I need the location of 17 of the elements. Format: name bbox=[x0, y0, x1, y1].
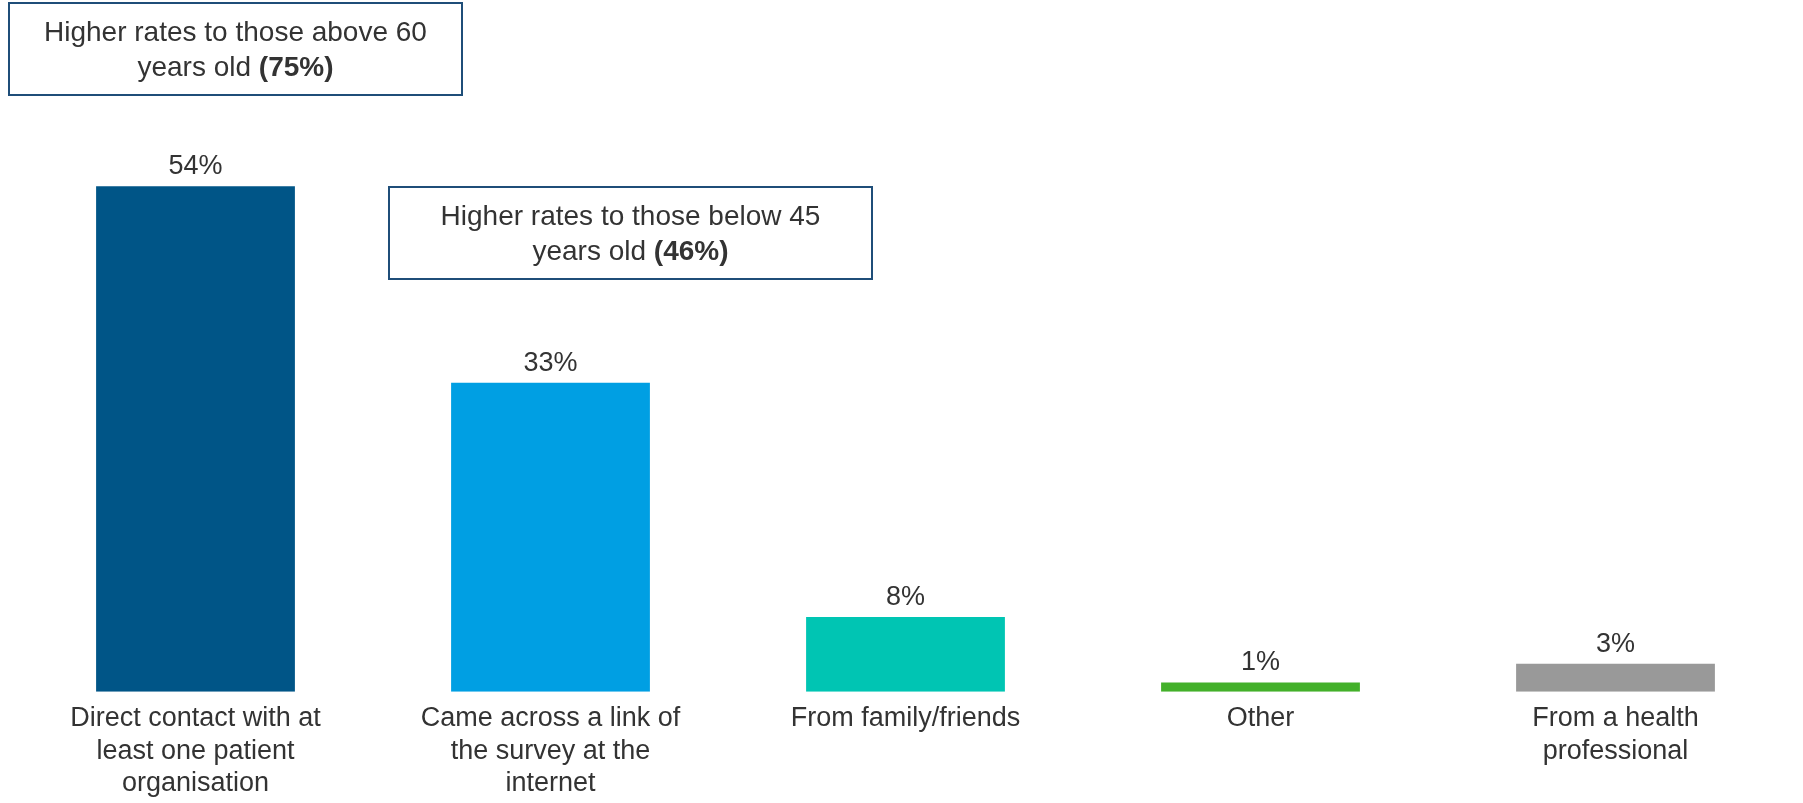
data-label: 3% bbox=[1595, 627, 1636, 658]
data-label: 8% bbox=[885, 580, 926, 611]
bar bbox=[451, 382, 650, 692]
x-tick-label: Other bbox=[1226, 702, 1295, 733]
data-label: 33% bbox=[523, 346, 578, 377]
x-tick-label: Came across a link of the survey at the internet bbox=[420, 702, 681, 798]
data-label: 54% bbox=[168, 150, 223, 181]
bar bbox=[1516, 663, 1715, 692]
callout-box: Higher rates to those below 45 years old (46%) bbox=[388, 186, 873, 280]
x-tick-label: Direct contact with at least one patient organisation bbox=[70, 702, 322, 798]
bar bbox=[806, 616, 1005, 692]
data-label: 1% bbox=[1240, 646, 1281, 677]
bar bbox=[1161, 682, 1360, 692]
x-tick-label: From a health professional bbox=[1532, 702, 1699, 765]
x-tick-label: From family/friends bbox=[790, 702, 1021, 733]
callout-box: Higher rates to those above 60 years old (75%) bbox=[8, 2, 463, 96]
bar bbox=[96, 186, 295, 692]
